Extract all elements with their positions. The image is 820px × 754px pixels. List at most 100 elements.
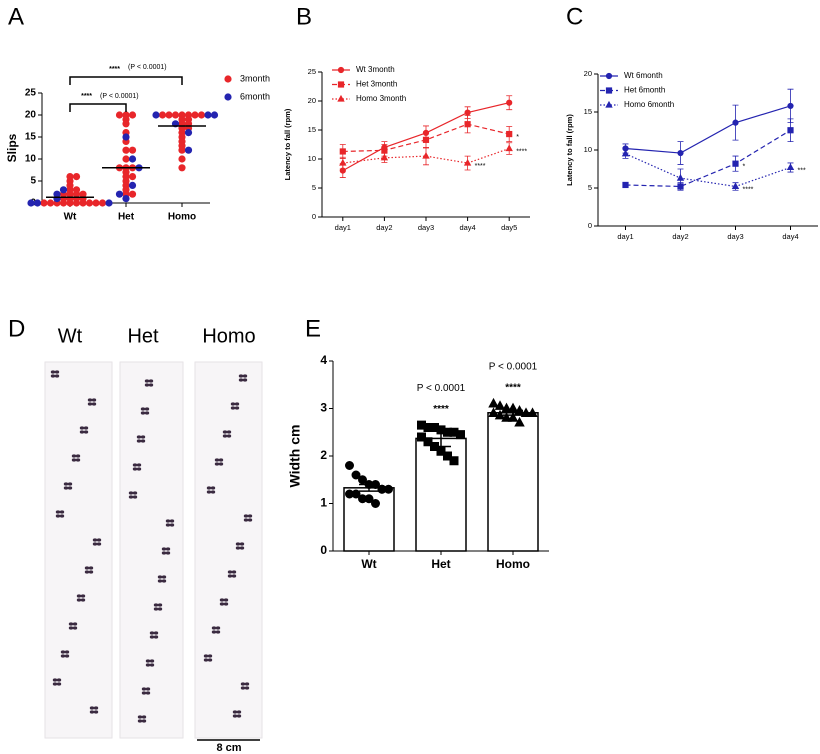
legend-marker: [224, 75, 232, 83]
footprint: [52, 678, 58, 682]
footprint: [145, 691, 151, 695]
point: [621, 149, 630, 157]
dot: [178, 155, 186, 163]
dot: [33, 199, 42, 207]
point: [506, 130, 513, 138]
footprint: [60, 650, 66, 654]
y-tick-label: 20: [25, 110, 37, 121]
legend-label: Homo 3month: [356, 94, 406, 103]
footprint: [234, 402, 240, 406]
footprint: [128, 495, 134, 499]
footprint: [149, 663, 155, 667]
footprint: [149, 659, 155, 663]
point: [527, 407, 538, 417]
footprint: [89, 706, 95, 710]
y-tick-label: 5: [312, 183, 316, 192]
footprint: [137, 719, 143, 723]
strip-label: Wt: [58, 325, 83, 347]
footprint: [132, 491, 138, 495]
footprint: [63, 486, 69, 490]
footprint: [140, 411, 146, 415]
footprint: [50, 374, 56, 378]
significance-stars: ***: [798, 167, 806, 174]
point: [449, 456, 459, 466]
footprint: [68, 626, 74, 630]
point: [677, 149, 684, 157]
dot: [152, 111, 160, 119]
footprint: [207, 658, 213, 662]
dot: [72, 186, 81, 194]
dot: [46, 199, 55, 207]
footprint: [79, 430, 85, 434]
footprint: [243, 514, 249, 518]
significance-stars: ****: [505, 382, 521, 393]
point: [520, 407, 532, 417]
dot: [27, 199, 35, 207]
significance-stars: *: [516, 134, 519, 141]
footprint: [149, 635, 155, 639]
footprint: [227, 574, 233, 578]
footprint: [243, 518, 249, 522]
footprint: [240, 686, 246, 690]
point: [345, 461, 354, 470]
footprint: [206, 486, 212, 490]
footprint: [222, 430, 228, 434]
y-axis-label: Latency to fall (rpm): [283, 108, 292, 180]
footprint: [222, 434, 228, 438]
footprint: [215, 630, 221, 634]
scale-bar-label: 8 cm: [216, 742, 241, 754]
footprint: [59, 514, 65, 518]
footprint: [84, 566, 90, 570]
footprint: [239, 542, 245, 546]
dot: [197, 111, 206, 119]
series-line: [625, 153, 791, 188]
point: [732, 119, 739, 126]
point: [464, 121, 471, 128]
p-value: (P < 0.0001): [100, 93, 139, 100]
dot: [184, 129, 193, 137]
dot: [171, 111, 180, 119]
y-axis-label: Width cm: [287, 425, 303, 488]
point: [494, 400, 506, 410]
footprint: [83, 430, 89, 434]
footprint: [218, 458, 224, 462]
error-bar: [359, 483, 379, 492]
legend-label: Homo 6month: [624, 100, 674, 109]
footprint: [165, 547, 171, 551]
footprint: [235, 546, 241, 550]
x-tick-label: Wt: [64, 212, 77, 223]
footprint: [223, 598, 229, 602]
dot: [191, 111, 199, 119]
dot: [122, 146, 130, 154]
footprint: [80, 594, 86, 598]
point: [443, 451, 452, 461]
footprint: [137, 715, 143, 719]
footprint: [91, 402, 97, 406]
footprint: [161, 575, 167, 579]
footprint: [136, 439, 142, 443]
footprint: [75, 458, 81, 462]
footprint: [236, 714, 242, 718]
footprint: [68, 622, 74, 626]
y-tick-label: 5: [588, 183, 592, 192]
footprint: [244, 682, 250, 686]
footprint: [88, 570, 94, 574]
footprint: [63, 482, 69, 486]
footprint: [76, 598, 82, 602]
x-tick-label: Homo: [496, 557, 530, 571]
footprint: [56, 678, 62, 682]
dot: [122, 155, 130, 163]
footprint: [140, 435, 146, 439]
footprint: [148, 379, 154, 383]
legend-marker: [605, 72, 613, 80]
footprint: [232, 710, 238, 714]
p-value: (P < 0.0001): [128, 64, 167, 71]
significance-stars: ****: [516, 148, 527, 155]
dot: [184, 146, 193, 154]
footprint: [64, 654, 70, 658]
dot: [128, 155, 137, 163]
dot: [128, 173, 137, 181]
footprint: [210, 490, 216, 494]
footprint: [140, 407, 146, 411]
footprint: [226, 430, 232, 434]
